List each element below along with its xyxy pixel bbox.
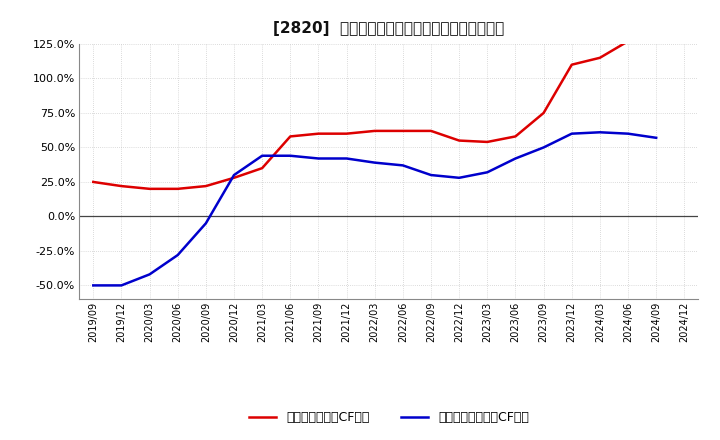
有利子負債営業CF比率 bbox=[427, 128, 436, 134]
有利子負債フリーCF比率 bbox=[595, 130, 604, 135]
有利子負債営業CF比率 bbox=[652, 39, 660, 44]
有利子負債営業CF比率 bbox=[567, 62, 576, 67]
有利子負債営業CF比率 bbox=[117, 183, 126, 189]
有利子負債フリーCF比率 bbox=[342, 156, 351, 161]
有利子負債営業CF比率 bbox=[258, 165, 266, 171]
有利子負債営業CF比率 bbox=[342, 131, 351, 136]
有利子負債フリーCF比率 bbox=[399, 163, 408, 168]
有利子負債フリーCF比率 bbox=[652, 135, 660, 140]
有利子負債フリーCF比率 bbox=[145, 272, 154, 277]
有利子負債フリーCF比率 bbox=[567, 131, 576, 136]
有利子負債営業CF比率 bbox=[455, 138, 464, 143]
有利子負債フリーCF比率 bbox=[427, 172, 436, 178]
有利子負債フリーCF比率 bbox=[202, 221, 210, 226]
有利子負債フリーCF比率 bbox=[258, 153, 266, 158]
有利子負債営業CF比率 bbox=[174, 186, 182, 191]
有利子負債フリーCF比率 bbox=[230, 172, 238, 178]
有利子負債営業CF比率 bbox=[286, 134, 294, 139]
有利子負債営業CF比率 bbox=[483, 139, 492, 145]
Line: 有利子負債フリーCF比率: 有利子負債フリーCF比率 bbox=[94, 132, 656, 286]
有利子負債営業CF比率 bbox=[539, 110, 548, 116]
有利子負債フリーCF比率 bbox=[286, 153, 294, 158]
有利子負債営業CF比率 bbox=[230, 175, 238, 180]
有利子負債営業CF比率 bbox=[145, 186, 154, 191]
有利子負債フリーCF比率 bbox=[624, 131, 632, 136]
Line: 有利子負債営業CF比率: 有利子負債営業CF比率 bbox=[94, 41, 656, 189]
有利子負債営業CF比率 bbox=[595, 55, 604, 60]
有利子負債営業CF比率 bbox=[370, 128, 379, 134]
有利子負債営業CF比率 bbox=[314, 131, 323, 136]
Title: [2820]  有利子負債キャッシュフロー比率の推移: [2820] 有利子負債キャッシュフロー比率の推移 bbox=[273, 21, 505, 36]
有利子負債営業CF比率 bbox=[624, 39, 632, 44]
有利子負債フリーCF比率 bbox=[117, 283, 126, 288]
有利子負債フリーCF比率 bbox=[370, 160, 379, 165]
有利子負債営業CF比率 bbox=[89, 180, 98, 185]
有利子負債フリーCF比率 bbox=[89, 283, 98, 288]
有利子負債フリーCF比率 bbox=[511, 156, 520, 161]
Legend: 有利子負債営業CF比率, 有利子負債フリーCF比率: 有利子負債営業CF比率, 有利子負債フリーCF比率 bbox=[243, 407, 534, 429]
有利子負債フリーCF比率 bbox=[483, 170, 492, 175]
有利子負債営業CF比率 bbox=[511, 134, 520, 139]
有利子負債フリーCF比率 bbox=[174, 253, 182, 258]
有利子負債フリーCF比率 bbox=[455, 175, 464, 180]
有利子負債フリーCF比率 bbox=[314, 156, 323, 161]
有利子負債フリーCF比率 bbox=[539, 145, 548, 150]
有利子負債営業CF比率 bbox=[399, 128, 408, 134]
有利子負債営業CF比率 bbox=[202, 183, 210, 189]
